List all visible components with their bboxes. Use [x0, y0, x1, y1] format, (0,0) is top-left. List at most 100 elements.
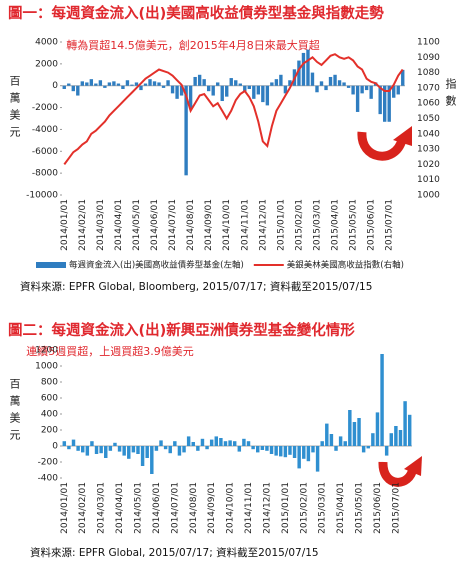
bar — [209, 439, 214, 446]
y2-tick-label: 1050 — [417, 114, 440, 124]
x-tick-label: 2015/04/01 — [336, 482, 346, 534]
bar — [274, 446, 278, 456]
bar — [234, 80, 238, 86]
y2-tick-label: 1030 — [417, 145, 440, 155]
y2-axis-title: 指數 — [444, 77, 457, 112]
bar — [297, 446, 301, 469]
arrow-1 — [357, 126, 412, 161]
x-tick-label: 2015/07/01 — [391, 482, 401, 534]
bar — [67, 446, 71, 450]
bar — [85, 82, 89, 86]
annotation: 轉為買超14.5億美元，創2015年4月8日來最大買超 — [66, 38, 319, 52]
bar — [297, 60, 301, 86]
bar — [360, 85, 364, 94]
bar — [256, 85, 261, 95]
bar — [154, 446, 159, 451]
x-tick-label: 2014/06/01 — [152, 482, 162, 534]
bar — [211, 85, 215, 96]
bar — [121, 85, 125, 89]
bar — [382, 85, 387, 122]
bar — [117, 446, 122, 452]
bar — [196, 446, 200, 451]
bar — [265, 85, 270, 106]
line — [63, 53, 404, 165]
bar — [261, 85, 265, 103]
y-tick-label: 800 — [41, 378, 58, 388]
bar — [62, 85, 66, 89]
bar — [292, 446, 297, 458]
bar — [306, 49, 310, 86]
bar — [396, 85, 400, 95]
bar — [85, 446, 90, 456]
bar — [301, 52, 306, 86]
bar — [283, 446, 288, 458]
bar — [302, 446, 306, 459]
bar — [202, 79, 206, 86]
bar — [228, 440, 232, 446]
y-tick-label: -8000 — [32, 169, 58, 179]
bar — [179, 85, 184, 96]
bar — [134, 82, 139, 86]
bar — [252, 85, 256, 99]
y-tick-label: -6000 — [32, 147, 58, 157]
y-tick-label: 2000 — [35, 59, 58, 69]
x-tick-label: 2014/09/01 — [204, 199, 214, 251]
x-tick-label: 2014/01/01 — [60, 482, 70, 534]
arrow-body — [378, 461, 418, 487]
bar — [98, 80, 103, 86]
bar — [223, 441, 228, 446]
x-tick-label: 2015/06/01 — [373, 482, 383, 534]
bar — [351, 85, 355, 95]
bar — [76, 446, 80, 451]
bar — [403, 401, 407, 446]
bar — [166, 80, 170, 86]
bar — [384, 446, 389, 456]
arrow-2 — [378, 456, 422, 487]
bar — [310, 72, 315, 86]
bar — [108, 446, 113, 451]
bar — [346, 85, 351, 88]
x-tick-label: 2015/04/01 — [331, 199, 341, 251]
bar — [89, 79, 94, 86]
x-tick-label: 2015/07/01 — [385, 199, 395, 251]
source-note: 資料來源: EPFR Global, Bloomberg, 2015/07/17… — [20, 280, 372, 293]
bar — [136, 446, 140, 454]
bar — [366, 446, 370, 449]
bar — [375, 412, 380, 446]
annotation: 連續5週買超，上週買超3.9億美元 — [26, 344, 194, 358]
bar — [157, 82, 161, 86]
y-tick-label: 4000 — [35, 38, 58, 48]
legend-label: 美銀美林美國高收益指數(右軸) — [287, 260, 404, 271]
x-tick-label: 2014/08/01 — [186, 199, 196, 251]
bar — [343, 441, 347, 446]
bar — [76, 85, 80, 96]
bar — [269, 446, 274, 454]
x-tick-label: 2015/05/01 — [349, 199, 359, 251]
bar — [324, 85, 328, 91]
bar — [338, 436, 343, 446]
bar — [255, 446, 260, 453]
bar — [71, 85, 75, 92]
bar — [380, 354, 384, 446]
x-tick-label: 2015/02/01 — [294, 199, 304, 251]
x-tick-label: 2015/03/01 — [318, 482, 328, 534]
bar — [94, 446, 99, 454]
y-tick-label: -400 — [38, 474, 59, 484]
bar — [315, 446, 320, 472]
bar — [186, 436, 191, 446]
bar — [130, 84, 134, 86]
bar — [229, 78, 233, 86]
bar — [90, 441, 94, 446]
x-tick-label: 2014/08/01 — [189, 482, 199, 534]
bar — [197, 74, 202, 86]
bar — [401, 69, 405, 86]
x-tick-label: 2014/12/01 — [262, 482, 272, 534]
bar — [315, 85, 319, 93]
arrow-body — [357, 131, 407, 161]
bar — [116, 83, 121, 86]
x-tick-label: 2015/05/01 — [355, 482, 365, 534]
bar — [143, 83, 148, 86]
bar — [279, 74, 283, 86]
x-tick-label: 2014/06/01 — [150, 199, 160, 251]
bar — [389, 433, 394, 446]
